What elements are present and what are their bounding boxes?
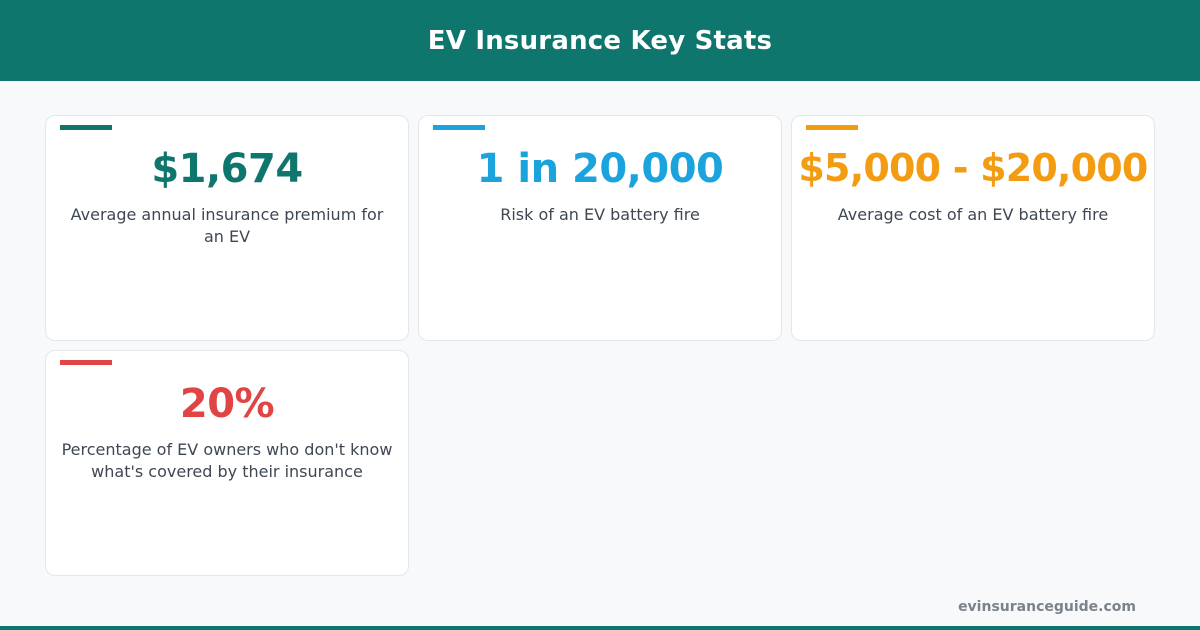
footer-bar bbox=[0, 626, 1200, 630]
header-bar: EV Insurance Key Stats bbox=[0, 0, 1200, 81]
stat-card-fire-risk: 1 in 20,000 Risk of an EV battery fire bbox=[418, 115, 782, 341]
stat-description: Average annual insurance premium for an … bbox=[70, 205, 384, 246]
stat-value: 1 in 20,000 bbox=[476, 146, 724, 192]
page-title: EV Insurance Key Stats bbox=[427, 25, 773, 56]
card-accent-bar bbox=[60, 125, 112, 130]
stat-value: $1,674 bbox=[151, 146, 303, 192]
stat-description: Average cost of an EV battery fire bbox=[837, 205, 1109, 224]
card-accent-bar bbox=[60, 360, 112, 365]
stat-value: 20% bbox=[179, 381, 275, 427]
stat-card-premium: $1,674 Average annual insurance premium … bbox=[45, 115, 409, 341]
card-accent-bar bbox=[433, 125, 485, 130]
stat-card-fire-cost: $5,000 - $20,000 Average cost of an EV b… bbox=[791, 115, 1155, 341]
site-url: evinsuranceguide.com bbox=[958, 599, 1136, 615]
stat-description: Percentage of EV owners who don't know w… bbox=[61, 440, 393, 481]
stat-value: $5,000 - $20,000 bbox=[798, 146, 1148, 190]
stat-card-coverage-awareness: 20% Percentage of EV owners who don't kn… bbox=[45, 350, 409, 576]
card-accent-bar bbox=[806, 125, 858, 130]
stat-description: Risk of an EV battery fire bbox=[500, 205, 700, 224]
